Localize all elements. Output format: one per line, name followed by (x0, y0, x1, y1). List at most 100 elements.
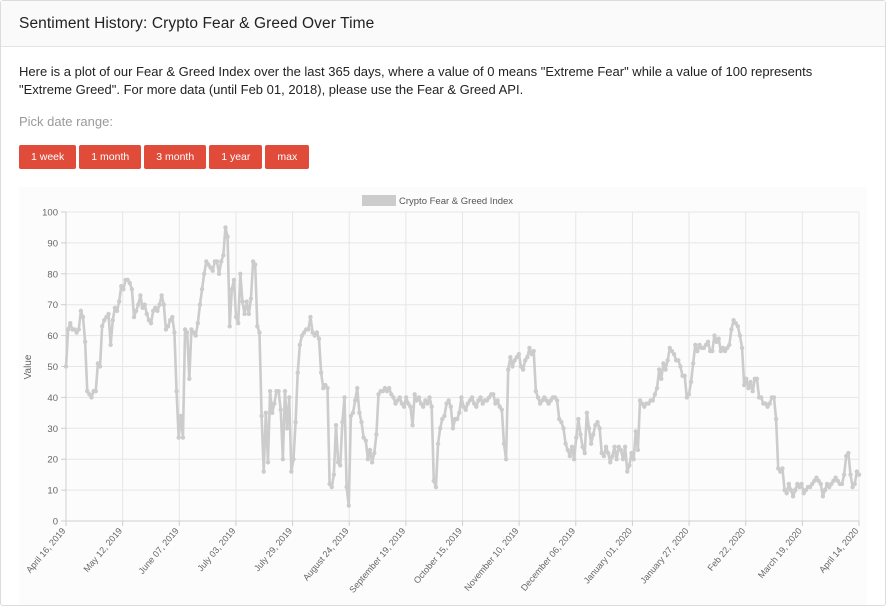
data-point[interactable] (671, 351, 677, 357)
data-point[interactable] (567, 453, 573, 459)
data-point[interactable] (822, 487, 828, 493)
data-point[interactable] (114, 308, 120, 314)
data-point[interactable] (380, 389, 385, 394)
data-point[interactable] (667, 345, 672, 351)
data-point[interactable] (284, 426, 290, 431)
data-point[interactable] (208, 265, 213, 270)
data-point[interactable] (465, 401, 471, 406)
data-point[interactable] (374, 432, 379, 437)
data-point[interactable] (240, 299, 245, 304)
data-point[interactable] (144, 311, 149, 317)
data-point[interactable] (250, 259, 256, 264)
data-point[interactable] (363, 438, 368, 443)
data-point[interactable] (795, 481, 800, 487)
data-point[interactable] (346, 503, 351, 508)
data-point[interactable] (612, 444, 617, 450)
data-point[interactable] (97, 364, 103, 369)
data-point[interactable] (508, 355, 513, 360)
data-point[interactable] (461, 404, 466, 409)
data-point[interactable] (610, 453, 615, 459)
data-point[interactable] (746, 385, 751, 391)
data-point[interactable] (554, 398, 560, 403)
data-point[interactable] (244, 299, 249, 304)
data-point[interactable] (654, 385, 660, 391)
data-point[interactable] (759, 395, 764, 400)
data-point[interactable] (231, 277, 237, 283)
data-point[interactable] (771, 395, 777, 400)
data-point[interactable] (206, 262, 211, 267)
data-point[interactable] (614, 457, 619, 462)
data-point[interactable] (344, 484, 349, 490)
data-point[interactable] (282, 389, 288, 394)
data-point[interactable] (850, 484, 855, 490)
data-point[interactable] (259, 413, 264, 419)
data-point[interactable] (295, 370, 300, 375)
data-point[interactable] (133, 308, 139, 314)
data-point[interactable] (201, 271, 207, 276)
data-point[interactable] (323, 382, 328, 388)
data-point[interactable] (546, 401, 551, 406)
data-point[interactable] (72, 327, 77, 332)
data-point[interactable] (272, 401, 277, 406)
data-point[interactable] (395, 398, 400, 403)
data-point[interactable] (799, 481, 804, 487)
data-point[interactable] (695, 348, 700, 354)
data-point[interactable] (497, 404, 502, 409)
data-point[interactable] (841, 472, 847, 477)
data-point[interactable] (486, 395, 492, 400)
data-point[interactable] (127, 280, 132, 286)
data-point[interactable] (852, 481, 857, 487)
data-point[interactable] (348, 413, 354, 419)
data-point[interactable] (476, 398, 481, 403)
data-point[interactable] (263, 410, 269, 416)
data-point[interactable] (444, 401, 449, 406)
data-point[interactable] (735, 324, 741, 329)
data-point[interactable] (187, 376, 192, 382)
data-point[interactable] (810, 481, 815, 487)
data-point[interactable] (484, 398, 490, 403)
data-point[interactable] (565, 447, 570, 453)
data-point[interactable] (493, 401, 498, 406)
data-point[interactable] (340, 419, 345, 425)
fear-greed-line-chart[interactable]: 0 10 20 30 40 50 60 70 80 90 100 April 16, 2019 May… (19, 187, 867, 605)
data-point[interactable] (308, 314, 313, 320)
data-point[interactable] (403, 395, 409, 400)
data-point[interactable] (108, 342, 113, 348)
data-point[interactable] (329, 484, 334, 490)
data-point[interactable] (365, 457, 371, 462)
data-point[interactable] (297, 342, 303, 348)
data-point[interactable] (742, 382, 747, 388)
data-point[interactable] (440, 416, 445, 422)
data-point[interactable] (399, 401, 405, 406)
data-point[interactable] (682, 373, 687, 378)
data-point[interactable] (639, 401, 645, 406)
data-point[interactable] (289, 469, 294, 474)
data-point[interactable] (661, 361, 666, 366)
data-point[interactable] (544, 398, 549, 403)
data-point[interactable] (574, 435, 579, 440)
data-point[interactable] (372, 450, 377, 456)
data-point[interactable] (480, 401, 485, 406)
data-point[interactable] (782, 487, 787, 493)
data-point[interactable] (595, 419, 600, 425)
data-point[interactable] (74, 330, 79, 335)
data-point[interactable] (197, 302, 203, 307)
data-point[interactable] (161, 302, 166, 307)
data-point[interactable] (693, 342, 698, 348)
data-point[interactable] (246, 311, 252, 317)
data-point[interactable] (93, 389, 98, 394)
data-point[interactable] (656, 367, 662, 372)
data-point[interactable] (701, 345, 706, 351)
data-point[interactable] (89, 395, 94, 400)
data-point[interactable] (142, 302, 147, 307)
data-point[interactable] (625, 469, 630, 474)
data-point[interactable] (85, 389, 90, 394)
data-point[interactable] (174, 389, 179, 394)
data-point[interactable] (835, 478, 840, 484)
data-point[interactable] (291, 457, 296, 462)
data-point[interactable] (257, 330, 262, 335)
data-point[interactable] (703, 342, 709, 348)
data-point[interactable] (176, 435, 181, 440)
data-point[interactable] (622, 444, 628, 450)
data-point[interactable] (199, 287, 205, 292)
